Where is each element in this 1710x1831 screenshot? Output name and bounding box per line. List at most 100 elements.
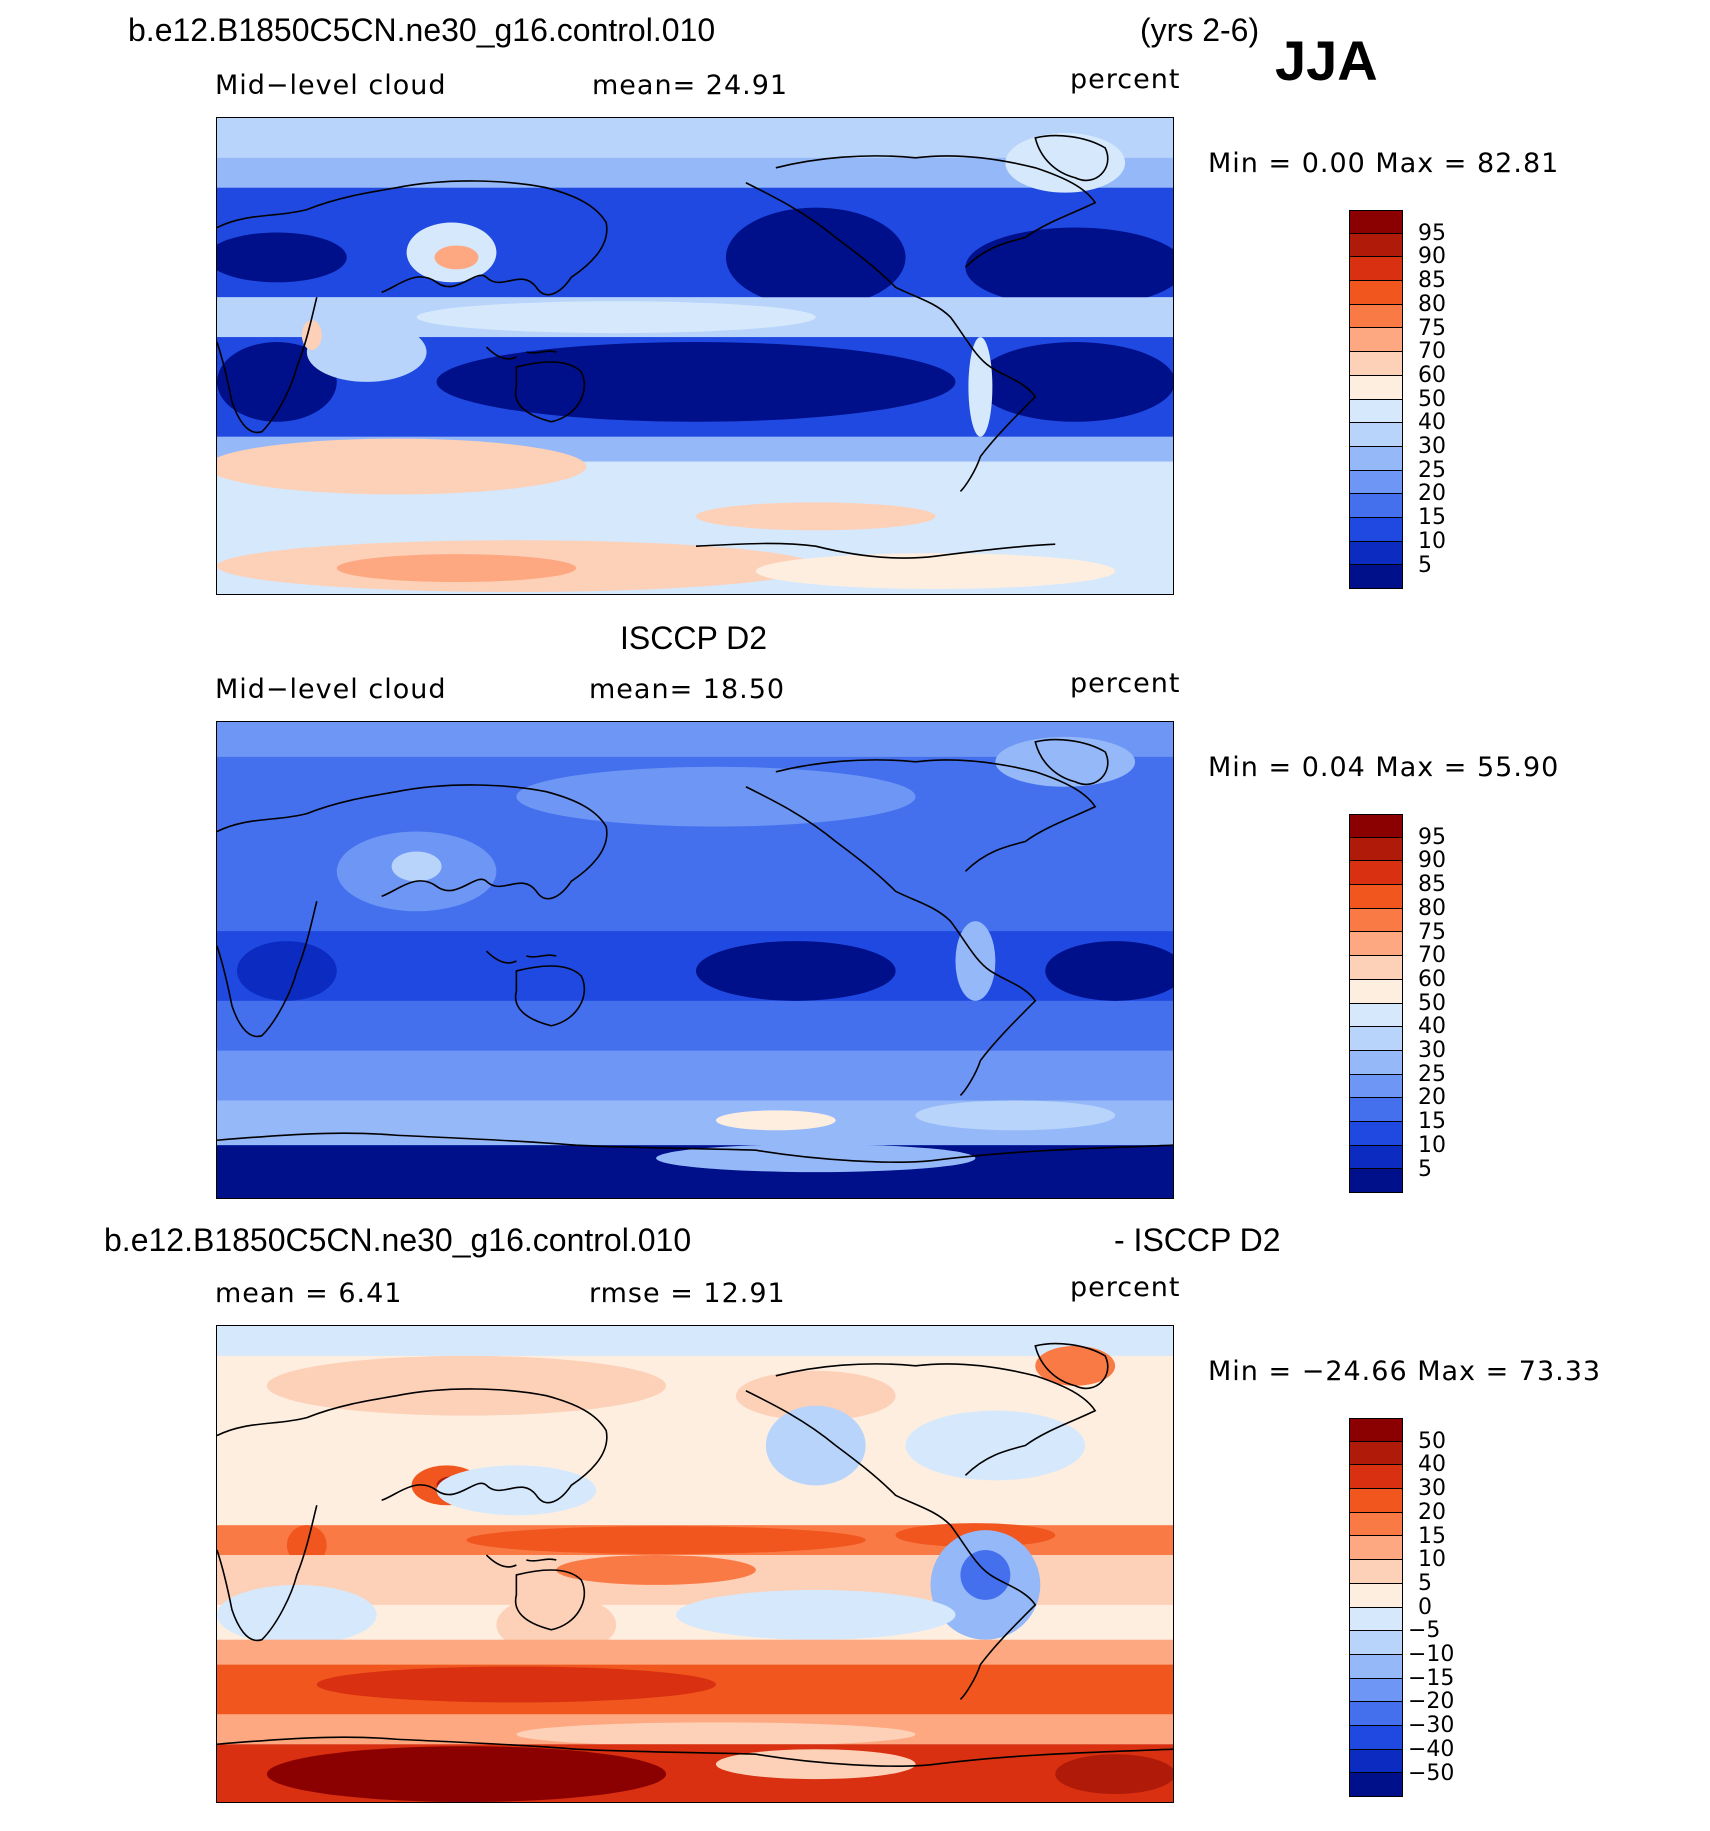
colorbar-segment [1349, 281, 1403, 305]
colorbar-label: −5 [1408, 1618, 1441, 1644]
colorbar-label: 10 [1418, 1132, 1446, 1158]
colorbar-label: 15 [1418, 1523, 1446, 1549]
colorbar-segment [1349, 1121, 1403, 1146]
colorbar-label: 30 [1418, 1476, 1446, 1502]
panel3-title-left: b.e12.B1850C5CN.ne30_g16.control.010 [104, 1222, 692, 1258]
colorbar-segment [1349, 1678, 1403, 1703]
colorbar-segment [1349, 1465, 1403, 1490]
colorbar-label: 10 [1418, 528, 1446, 554]
panel1-mean-label: mean= 24.91 [592, 70, 789, 101]
colorbar-segment [1349, 1536, 1403, 1561]
colorbar-segment [1349, 1773, 1403, 1797]
colorbar-segment [1349, 470, 1403, 495]
panel1-minmax-label: Min = 0.00 Max = 82.81 [1208, 148, 1560, 179]
colorbar-label: 20 [1418, 481, 1446, 507]
colorbar-label: 70 [1418, 943, 1446, 969]
colorbar-segment [1349, 1702, 1403, 1726]
colorbar-segment [1349, 956, 1403, 980]
colorbar-segment [1349, 565, 1403, 589]
panel3-colorbar [1349, 1418, 1403, 1797]
colorbar-segment [1349, 399, 1403, 424]
panel3-units-label: percent [1070, 1272, 1181, 1303]
panel1-colorbar [1349, 210, 1403, 589]
colorbar-label: 80 [1418, 895, 1446, 921]
colorbar-label: −30 [1408, 1713, 1455, 1739]
colorbar-segment [1349, 908, 1403, 933]
panel3-rmse-label: rmse = 12.91 [589, 1278, 786, 1309]
panel1-model-map [216, 117, 1174, 595]
colorbar-segment [1349, 1074, 1403, 1099]
panel2-variable-label: Mid−level cloud [215, 674, 447, 705]
colorbar-label: 40 [1418, 1452, 1446, 1478]
colorbar-label: 70 [1418, 339, 1446, 365]
colorbar-label: 90 [1418, 244, 1446, 270]
colorbar-segment [1349, 1749, 1403, 1774]
colorbar-segment [1349, 328, 1403, 353]
colorbar-segment [1349, 304, 1403, 329]
colorbar-label: 60 [1418, 966, 1446, 992]
panel2-observation-map [216, 721, 1174, 1199]
colorbar-label: 60 [1418, 362, 1446, 388]
colorbar-segment [1349, 1583, 1403, 1608]
colorbar-label: 95 [1418, 220, 1446, 246]
colorbar-label: 75 [1418, 919, 1446, 945]
colorbar-label: 85 [1418, 268, 1446, 294]
panel3-minmax-label: Min = −24.66 Max = 73.33 [1208, 1356, 1602, 1387]
colorbar-label: −20 [1408, 1689, 1455, 1715]
colorbar-segment [1349, 446, 1403, 471]
panel3-difference-map [216, 1325, 1174, 1803]
colorbar-label: 30 [1418, 1038, 1446, 1063]
colorbar-label: 50 [1418, 1428, 1446, 1454]
colorbar-segment [1349, 1441, 1403, 1466]
colorbar-segment [1349, 375, 1403, 400]
case-title: b.e12.B1850C5CN.ne30_g16.control.010 [128, 12, 716, 48]
panel3-mean-label: mean = 6.41 [215, 1278, 403, 1309]
colorbar-segment [1349, 1654, 1403, 1679]
panel1-variable-label: Mid−level cloud [215, 70, 447, 101]
colorbar-segment [1349, 1725, 1403, 1750]
colorbar-segment [1349, 1003, 1403, 1028]
colorbar-segment [1349, 814, 1403, 838]
colorbar-label: 90 [1418, 848, 1446, 874]
colorbar-segment [1349, 932, 1403, 957]
colorbar-label: −10 [1408, 1642, 1455, 1667]
colorbar-segment [1349, 1027, 1403, 1051]
colorbar-label: 30 [1418, 434, 1446, 459]
panel1-units-label: percent [1070, 64, 1181, 95]
colorbar-segment [1349, 1098, 1403, 1122]
colorbar-segment [1349, 1560, 1403, 1584]
colorbar-segment [1349, 210, 1403, 234]
colorbar-label: 0 [1418, 1594, 1432, 1620]
colorbar-label: 40 [1418, 410, 1446, 436]
colorbar-label: 15 [1418, 505, 1446, 531]
colorbar-segment [1349, 233, 1403, 258]
colorbar-label: 20 [1418, 1085, 1446, 1111]
colorbar-segment [1349, 1631, 1403, 1655]
colorbar-segment [1349, 541, 1403, 566]
colorbar-label: −50 [1408, 1760, 1455, 1786]
colorbar-label: 85 [1418, 872, 1446, 898]
colorbar-segment [1349, 1512, 1403, 1537]
colorbar-segment [1349, 1145, 1403, 1170]
colorbar-segment [1349, 423, 1403, 447]
colorbar-segment [1349, 352, 1403, 376]
colorbar-label: 5 [1418, 1570, 1432, 1596]
colorbar-segment [1349, 837, 1403, 862]
colorbar-label: 25 [1418, 457, 1446, 483]
colorbar-segment [1349, 494, 1403, 518]
colorbar-segment [1349, 1489, 1403, 1513]
colorbar-segment [1349, 1607, 1403, 1632]
season-label: JJA [1275, 29, 1378, 92]
colorbar-label: 10 [1418, 1547, 1446, 1573]
colorbar-segment [1349, 257, 1403, 282]
panel2-mean-label: mean= 18.50 [589, 674, 786, 705]
years-label: (yrs 2-6) [1140, 12, 1260, 48]
colorbar-label: 50 [1418, 990, 1446, 1016]
colorbar-label: 5 [1418, 1156, 1432, 1182]
colorbar-segment [1349, 1050, 1403, 1075]
colorbar-label: 75 [1418, 315, 1446, 341]
colorbar-label: 25 [1418, 1061, 1446, 1087]
colorbar-label: 40 [1418, 1014, 1446, 1040]
colorbar-segment [1349, 885, 1403, 909]
colorbar-label: 50 [1418, 386, 1446, 412]
